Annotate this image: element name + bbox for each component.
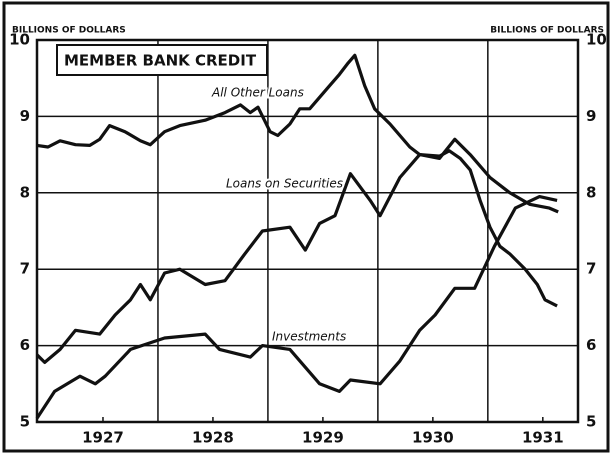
y2-axis-label: BILLIONS OF DOLLARS — [490, 26, 604, 36]
chart-title: MEMBER BANK CREDIT — [64, 52, 257, 70]
series-label: All Other Loans — [211, 86, 304, 100]
y2-tick-label: 7 — [586, 260, 596, 278]
series-line — [36, 53, 558, 308]
series-label: Loans on Securities — [226, 177, 343, 191]
series-label: Investments — [272, 330, 346, 344]
x-tick-label: 1931 — [522, 429, 564, 447]
y-tick-label: 7 — [20, 260, 30, 278]
series-line — [35, 137, 559, 364]
x-tick-label: 1929 — [302, 429, 344, 447]
y-tick-label: 8 — [20, 183, 30, 201]
y2-tick-label: 6 — [586, 336, 596, 354]
y-tick-label: 10 — [9, 31, 30, 49]
title-box — [56, 44, 268, 76]
y2-tick-label: 10 — [586, 31, 607, 49]
y2-tick-label: 8 — [586, 183, 596, 201]
y-tick-label: 5 — [20, 413, 30, 431]
y2-tick-label: 9 — [586, 107, 596, 125]
x-tick-label: 1927 — [82, 429, 124, 447]
series-line — [35, 195, 558, 420]
x-tick-label: 1930 — [412, 429, 454, 447]
y-tick-label: 6 — [20, 336, 30, 354]
y-tick-label: 9 — [20, 107, 30, 125]
x-tick-label: 1928 — [192, 429, 234, 447]
y2-tick-label: 5 — [586, 413, 596, 431]
y-axis-label: BILLIONS OF DOLLARS — [12, 26, 126, 36]
